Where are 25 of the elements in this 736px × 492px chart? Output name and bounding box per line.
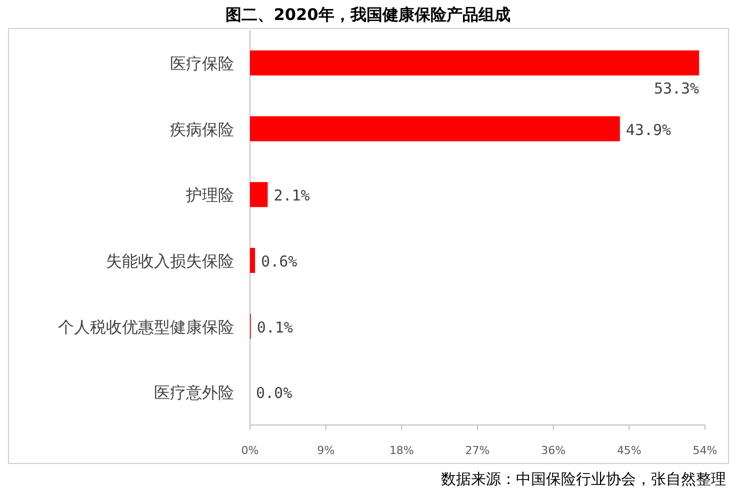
bar xyxy=(250,50,700,76)
x-tick-label: 36% xyxy=(541,444,566,457)
y-tick-label: 护理险 xyxy=(185,186,234,205)
y-tick-label: 失能收入损失保险 xyxy=(106,251,234,270)
bar xyxy=(250,182,268,208)
y-tick-label: 个人税收优惠型健康保险 xyxy=(58,317,234,336)
x-tick-label: 18% xyxy=(389,444,414,457)
data-label: 0.6% xyxy=(261,252,298,270)
bar xyxy=(250,116,620,142)
x-tick-label: 45% xyxy=(616,444,642,457)
source-note: 数据来源：中国保险行业协会，张自然整理 xyxy=(441,470,726,488)
data-label: 0.0% xyxy=(256,384,292,402)
y-tick-label: 医疗意外险 xyxy=(154,383,234,402)
chart-title: 图二、2020年，我国健康保险产品组成 xyxy=(226,5,510,24)
data-label: 2.1% xyxy=(274,186,310,205)
x-tick-label: 54% xyxy=(692,444,718,457)
data-label: 0.1% xyxy=(256,318,293,336)
x-tick-label: 0% xyxy=(241,444,259,457)
bar xyxy=(250,248,256,273)
y-tick-label: 医疗保险 xyxy=(170,54,234,73)
data-label: 43.9% xyxy=(626,120,672,139)
x-tick-label: 27% xyxy=(465,444,490,457)
data-label: 53.3% xyxy=(654,79,700,98)
y-tick-label: 疾病保险 xyxy=(170,120,234,139)
x-tick-label: 9% xyxy=(317,444,335,457)
